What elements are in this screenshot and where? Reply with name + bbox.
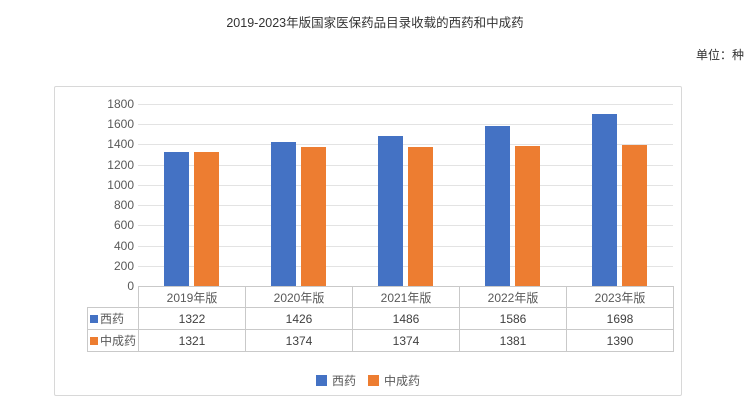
gridline [138,265,673,267]
y-axis-tick-label: 0 [127,279,134,293]
table-value-cell: 1322 [138,307,246,330]
unit-label: 单位：种 [695,48,744,62]
bar [485,125,510,286]
table-value-cell: 1321 [138,329,246,352]
bar [271,141,296,286]
bar-group [245,104,352,286]
legend-swatch-icon [368,375,379,386]
y-axis-tick-label: 1200 [107,157,134,172]
gridline [138,124,673,126]
data-table: 2019年版 2020年版 2021年版 2022年版 2023年版西药 1322 1426… [87,286,674,352]
bar-series-area [138,104,673,286]
y-axis-tick-label: 1800 [107,97,134,111]
series-row-header: 中成药 [87,329,139,352]
gridline [138,205,673,207]
table-value-cell: 1486 [352,307,460,330]
y-axis-tick-label: 1000 [107,177,134,192]
table-value-cell: 1381 [459,329,567,352]
bar [378,135,403,286]
bar-group [459,104,566,286]
category-header-cell: 2023年版 [566,286,674,308]
gridline [138,104,673,105]
table-value-cell: 1586 [459,307,567,330]
table-value-cell: 1390 [566,329,674,352]
chart-title: 2019-2023年版国家医保药品目录收载的西药和中成药 [226,16,524,30]
category-header-cell: 2020年版 [245,286,353,308]
plot-area [138,104,673,286]
gridline [138,144,673,146]
category-header-cell: 2019年版 [138,286,246,308]
y-axis-tick-label: 1600 [107,117,134,132]
category-header-cell: 2022年版 [459,286,567,308]
table-row: 西药 1322 1426 1486 1586 1698 [87,307,674,330]
y-axis-tick-label: 200 [113,258,134,273]
series-swatch-icon [90,314,98,323]
gridline [138,245,673,247]
table-corner-cell [88,287,139,308]
chart-container: 0 200 400 600 800 1000 1200 1400 1600 1800 2019年版… [54,86,682,396]
y-axis: 0 200 400 600 800 1000 1200 1400 1600 1800 [55,87,681,395]
y-axis-tick-label: 400 [113,238,134,253]
table-value-cell: 1374 [352,329,460,352]
bar-group [138,104,245,286]
bar-group [352,104,459,286]
gridline [138,184,673,186]
bar [592,114,617,286]
legend-swatch-icon [315,375,327,386]
table-row: 中成药 1321 1374 1374 1381 1390 [87,329,674,352]
gridline [138,225,673,227]
category-header-cell: 2021年版 [352,286,460,308]
table-value-cell: 1374 [245,329,353,352]
bar [301,147,326,286]
y-axis-tick-label: 600 [113,218,134,233]
gridline [138,164,673,166]
bar [164,152,189,286]
legend-label: 中成药 [384,374,421,388]
y-axis-tick-label: 800 [113,198,134,213]
legend-item: 中成药 [368,372,420,389]
legend-label: 西药 [331,374,356,388]
legend: 西药 中成药 [55,372,681,389]
series-name: 中成药 [100,334,137,348]
bar [622,145,647,286]
bar-group [566,104,673,286]
table-value-cell: 1426 [245,307,353,330]
legend-item: 西药 [315,372,356,389]
series-name: 西药 [100,312,125,326]
bar [515,146,540,286]
series-row-header: 西药 [87,307,139,330]
table-value-cell: 1698 [566,307,674,330]
series-swatch-icon [90,336,98,345]
bar [408,147,433,286]
y-axis-tick-label: 1400 [107,137,134,152]
bar [194,152,219,286]
